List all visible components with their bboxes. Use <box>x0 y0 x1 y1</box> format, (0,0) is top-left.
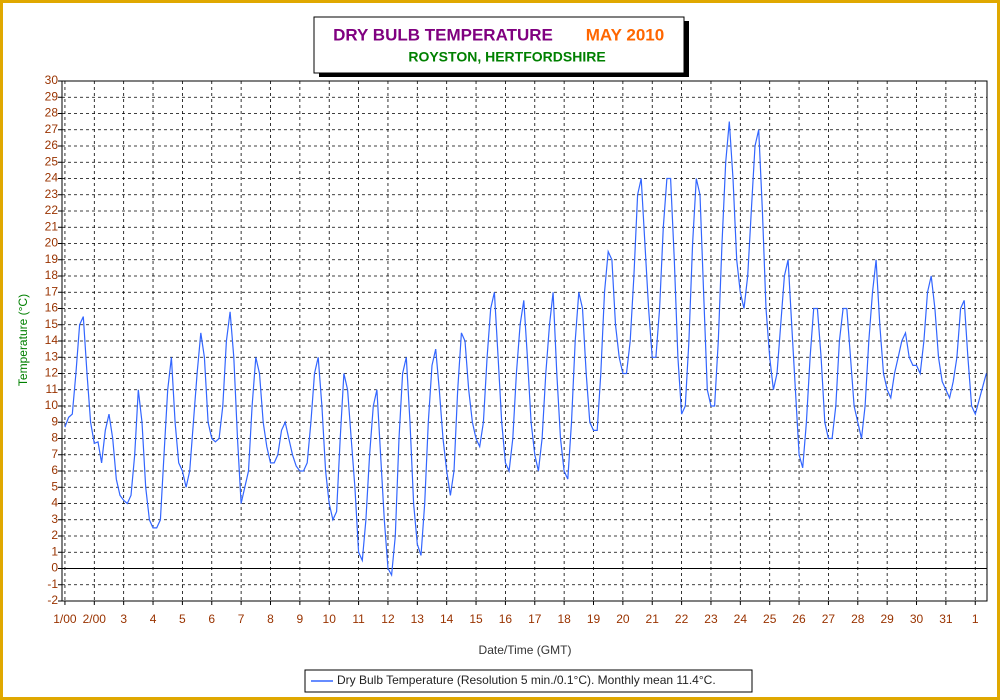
x-tick-label: 12 <box>381 612 395 626</box>
legend-box <box>304 669 753 693</box>
x-tick-label: 10 <box>323 612 337 626</box>
x-tick-label: 14 <box>440 612 454 626</box>
x-tick-label: 31 <box>939 612 953 626</box>
x-tick-label: 2/00 <box>83 612 107 626</box>
x-tick-label: 4 <box>150 612 157 626</box>
y-tick-label: 27 <box>45 122 59 136</box>
y-tick-label: 19 <box>45 252 59 266</box>
y-tick-label: 23 <box>45 187 59 201</box>
x-tick-label: 18 <box>557 612 571 626</box>
y-tick-label: 29 <box>45 89 59 103</box>
y-tick-label: 16 <box>45 301 59 315</box>
y-axis-label: Temperature (°C) <box>16 294 30 386</box>
y-tick-label: 4 <box>51 496 58 510</box>
x-tick-label: 3 <box>120 612 127 626</box>
y-tick-label: 18 <box>45 268 59 282</box>
x-tick-label: 24 <box>734 612 748 626</box>
y-tick-label: 13 <box>45 349 59 363</box>
legend-label: Dry Bulb Temperature (Resolution 5 min./… <box>337 673 716 687</box>
title-box <box>313 16 685 74</box>
x-tick-label: 17 <box>528 612 542 626</box>
x-tick-label: 21 <box>646 612 660 626</box>
y-tick-label: 3 <box>51 512 58 526</box>
y-tick-label: 24 <box>45 171 59 185</box>
y-tick-label: 15 <box>45 317 59 331</box>
chart-subtitle: ROYSTON, HERTFORDSHIRE <box>408 49 605 65</box>
y-tick-label: 22 <box>45 203 59 217</box>
x-tick-label: 9 <box>297 612 304 626</box>
y-tick-label: 17 <box>45 284 59 298</box>
x-tick-label: 16 <box>499 612 513 626</box>
y-tick-label: 0 <box>51 561 58 575</box>
x-tick-label: 1 <box>972 612 979 626</box>
y-tick-label: 7 <box>51 447 58 461</box>
x-tick-label: 30 <box>910 612 924 626</box>
x-tick-label: 5 <box>179 612 186 626</box>
x-tick-label: 26 <box>792 612 806 626</box>
y-tick-label: 9 <box>51 414 58 428</box>
y-tick-label: 12 <box>45 366 59 380</box>
x-axis-label: Date/Time (GMT) <box>479 643 572 657</box>
x-tick-label: 20 <box>616 612 630 626</box>
x-tick-label: 1/00 <box>53 612 77 626</box>
y-tick-label: 26 <box>45 138 59 152</box>
y-tick-label: 5 <box>51 479 58 493</box>
y-tick-label: 21 <box>45 219 59 233</box>
y-tick-label: -2 <box>47 593 58 607</box>
y-tick-label: 20 <box>45 236 59 250</box>
x-tick-label: 7 <box>238 612 245 626</box>
x-tick-label: 28 <box>851 612 865 626</box>
y-tick-label: 10 <box>45 398 59 412</box>
chart-period: MAY 2010 <box>586 25 664 44</box>
x-tick-label: 6 <box>208 612 215 626</box>
x-tick-label: 29 <box>880 612 894 626</box>
temperature-line <box>64 121 987 577</box>
x-tick-label: 27 <box>822 612 836 626</box>
x-tick-label: 11 <box>352 612 365 626</box>
y-tick-label: 2 <box>51 528 58 542</box>
x-tick-label: 22 <box>675 612 689 626</box>
x-tick-label: 19 <box>587 612 601 626</box>
chart-title: DRY BULB TEMPERATURE <box>333 25 553 44</box>
x-tick-label: 25 <box>763 612 777 626</box>
y-tick-label: 28 <box>45 106 59 120</box>
y-tick-label: 25 <box>45 154 59 168</box>
y-tick-label: -1 <box>47 577 58 591</box>
y-tick-label: 1 <box>51 544 58 558</box>
y-tick-label: 11 <box>46 382 59 396</box>
y-tick-label: 30 <box>45 73 59 87</box>
x-tick-label: 8 <box>267 612 274 626</box>
x-tick-label: 15 <box>469 612 483 626</box>
y-tick-label: 14 <box>45 333 59 347</box>
x-tick-label: 23 <box>704 612 718 626</box>
y-tick-label: 6 <box>51 463 58 477</box>
y-tick-label: 8 <box>51 431 58 445</box>
x-tick-label: 13 <box>411 612 425 626</box>
